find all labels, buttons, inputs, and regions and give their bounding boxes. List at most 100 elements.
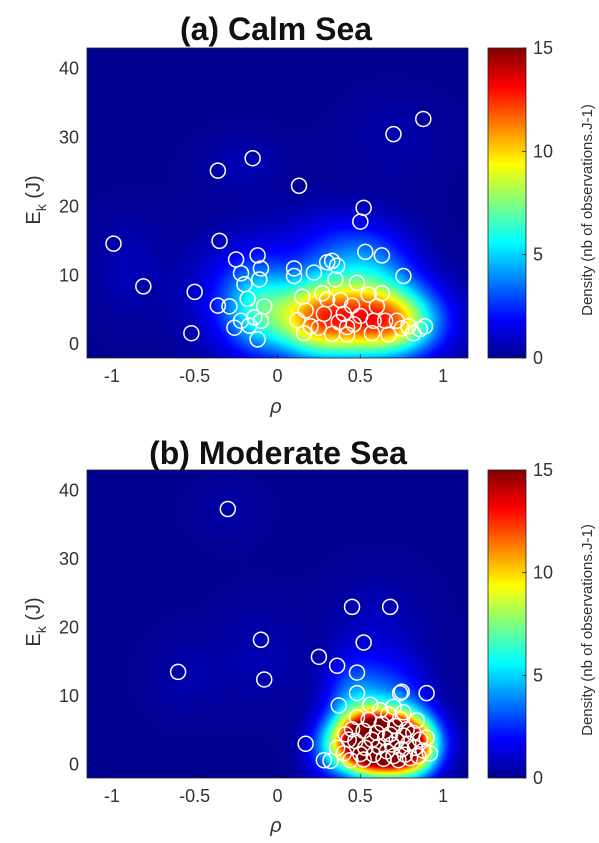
scatter-markers: [105, 110, 434, 348]
scatter-point: [348, 274, 366, 292]
colorbar-ticks: 0 5 10 15: [522, 38, 553, 368]
y-tick-label: 10: [59, 686, 79, 706]
scatter-point: [391, 684, 409, 702]
scatter-point: [337, 725, 354, 743]
colorbar-tick-label: 0: [533, 768, 543, 788]
x-tick-label: -1: [104, 366, 120, 386]
scatter-point: [385, 125, 402, 143]
scatter-point: [305, 264, 323, 281]
scatter-point: [408, 712, 425, 729]
scatter-point: [410, 747, 427, 765]
colorbar-tick-label: 0: [533, 348, 543, 368]
scatter-point: [246, 309, 263, 326]
y-tick-label: 40: [59, 59, 79, 79]
scatter-point: [313, 284, 331, 302]
scatter-point: [343, 598, 361, 616]
scatter-point: [221, 298, 238, 315]
scatter-point: [381, 725, 399, 743]
scatter-point: [186, 283, 203, 301]
scatter-point: [342, 751, 359, 769]
x-axis-label: ρ: [269, 815, 281, 837]
scatter-point: [315, 751, 333, 769]
scatter-point: [418, 729, 435, 746]
x-tick-label: 1: [438, 786, 448, 806]
y-label-sub: k: [33, 625, 49, 633]
y-label-main: E: [23, 633, 45, 646]
x-axis-label: ρ: [269, 396, 281, 418]
scatter-point: [252, 260, 270, 277]
scatter-point: [105, 235, 122, 252]
scatter-point: [239, 290, 256, 308]
scatter-point: [328, 657, 346, 675]
scatter-point: [383, 736, 401, 753]
scatter-point: [252, 631, 270, 648]
y-tick-label: 30: [59, 128, 79, 148]
scatter-point: [249, 331, 266, 348]
scatter-point: [365, 746, 382, 763]
scatter-point: [335, 305, 353, 323]
scatter-point: [328, 257, 346, 274]
y-tick-label: 20: [59, 617, 79, 637]
x-tick-label: 0: [272, 366, 282, 386]
scatter-point: [295, 324, 313, 342]
scatter-point: [368, 724, 386, 742]
scatter-point: [373, 284, 391, 302]
y-label-unit: (J): [23, 175, 45, 204]
scatter-point: [169, 663, 187, 681]
x-tick-label: -0.5: [179, 366, 210, 386]
scatter-point: [330, 697, 348, 714]
scatter-point: [290, 177, 308, 195]
colorbar-ticks: 0 5 10 15: [522, 460, 553, 788]
scatter-point: [297, 302, 314, 319]
scatter-point: [322, 752, 339, 770]
scatter-point: [385, 698, 402, 716]
scatter-point: [360, 286, 377, 303]
scatter-markers: [169, 500, 439, 770]
scatter-point: [355, 722, 372, 740]
scatter-point: [371, 701, 389, 719]
scatter-point: [135, 278, 152, 295]
scatter-point: [323, 252, 341, 270]
scatter-point: [232, 265, 250, 282]
y-tick-label: 0: [69, 754, 79, 774]
colorbar: [487, 47, 527, 359]
scatter-point: [183, 324, 200, 342]
scatter-point: [355, 751, 372, 768]
colorbar-tick-label: 5: [533, 245, 543, 265]
scatter-point: [406, 739, 424, 757]
scatter-point: [348, 664, 366, 681]
scatter-point: [380, 326, 397, 343]
scatter-point: [421, 745, 439, 762]
scatter-point: [357, 243, 374, 261]
scatter-point: [395, 267, 412, 285]
y-label-unit: (J): [23, 597, 45, 626]
colorbar-tick-label: 10: [533, 563, 553, 583]
scatter-point: [355, 199, 372, 217]
y-tick-label: 20: [59, 196, 79, 216]
y-tick-label: 10: [59, 265, 79, 285]
scatter-point: [315, 305, 333, 323]
y-label-sub: k: [33, 203, 49, 211]
colorbar-tick-label: 5: [533, 665, 543, 685]
y-tick-label: 30: [59, 549, 79, 569]
scatter-point: [219, 500, 237, 518]
scatter-point: [310, 648, 328, 666]
y-tick-label: 40: [59, 481, 79, 501]
y-axis-label: Ek (J): [23, 175, 49, 224]
scatter-point: [244, 149, 261, 167]
scatter-point: [251, 271, 268, 288]
scatter-point: [418, 684, 435, 702]
scatter-point: [373, 247, 391, 264]
scatter-point: [355, 634, 372, 651]
y-label-main: E: [23, 211, 45, 224]
x-tick-label: -0.5: [179, 786, 210, 806]
scatter-point: [345, 315, 362, 333]
colorbar: [487, 469, 527, 779]
x-tick-label: 0.5: [348, 786, 373, 806]
scatter-point: [348, 708, 366, 726]
scatter-point: [401, 749, 419, 767]
